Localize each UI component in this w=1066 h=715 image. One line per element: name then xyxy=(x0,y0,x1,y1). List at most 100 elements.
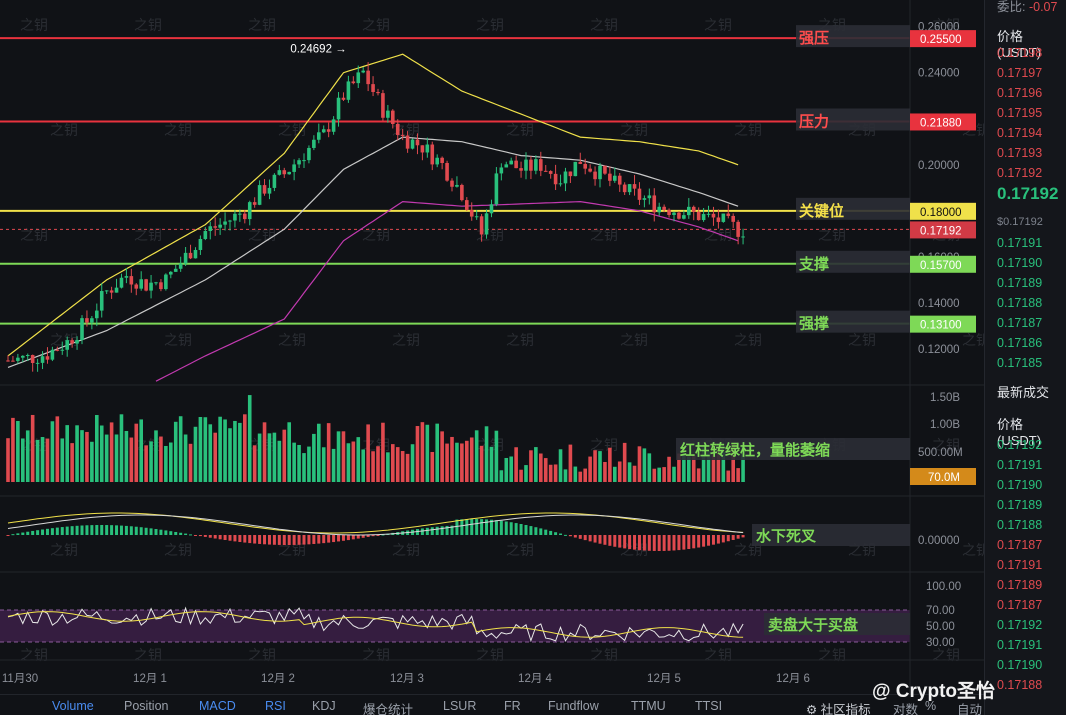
macd-bar xyxy=(559,533,563,535)
volume-bar xyxy=(445,443,449,482)
tab-lsur[interactable]: LSUR xyxy=(443,699,477,713)
level-label: 强撑 xyxy=(799,315,829,333)
ask-price[interactable]: 0.17192 xyxy=(997,166,1043,180)
scale-option[interactable]: 自动 xyxy=(957,703,983,715)
ask-price[interactable]: 0.17193 xyxy=(997,146,1043,160)
candle xyxy=(425,144,430,153)
orderbook-header: 价格(USDT) xyxy=(997,29,1042,60)
ask-price[interactable]: 0.17195 xyxy=(997,106,1043,120)
volume-bar xyxy=(95,415,99,482)
macd-bar xyxy=(554,532,558,535)
macd-bar xyxy=(489,519,493,535)
scale-option[interactable]: 对数 xyxy=(893,703,919,715)
x-axis-label: 12月 4 xyxy=(518,673,552,685)
tab-position[interactable]: Position xyxy=(124,699,169,713)
macd-bar xyxy=(179,532,183,535)
bid-price[interactable]: 0.17188 xyxy=(997,296,1043,310)
candle xyxy=(583,163,587,169)
macd-bar xyxy=(716,535,720,544)
candle xyxy=(657,206,661,213)
candle xyxy=(302,160,306,162)
watermark: 之钥 xyxy=(932,17,960,33)
watermark: 之钥 xyxy=(164,542,192,558)
macd-bar xyxy=(70,526,74,535)
volume-bar xyxy=(381,422,385,482)
ask-price[interactable]: 0.17194 xyxy=(997,126,1043,140)
macd-bar xyxy=(233,535,237,542)
macd-bar xyxy=(11,534,15,536)
volume-bar xyxy=(233,420,237,482)
macd-bar xyxy=(134,526,138,535)
watermark: 之钥 xyxy=(476,647,504,663)
trade-price: 0.17190 xyxy=(997,478,1043,492)
bid-price[interactable]: 0.17187 xyxy=(997,316,1043,330)
level-label: 关键位 xyxy=(799,202,844,220)
candle xyxy=(40,356,45,363)
candle xyxy=(252,202,257,205)
macd-bar xyxy=(637,535,641,551)
bid-price[interactable]: 0.17186 xyxy=(997,336,1043,350)
volume-bar xyxy=(139,419,143,482)
level-price: 0.15700 xyxy=(920,260,962,272)
tab-kdj[interactable]: KDJ xyxy=(312,699,336,713)
macd-bar xyxy=(332,535,336,543)
tab-macd[interactable]: MACD xyxy=(199,699,236,713)
tab-爆仓统计[interactable]: 爆仓统计 xyxy=(363,703,414,715)
tab-fundflow[interactable]: Fundflow xyxy=(548,699,599,713)
trade-price: 0.17191 xyxy=(997,638,1043,652)
tab-volume[interactable]: Volume xyxy=(52,699,94,713)
candle xyxy=(682,215,686,219)
bid-price[interactable]: 0.17189 xyxy=(997,276,1043,290)
watermark: 之钥 xyxy=(392,542,420,558)
trade-price: 0.17187 xyxy=(997,538,1043,552)
candle xyxy=(30,355,35,363)
candle xyxy=(543,170,548,172)
bid-price[interactable]: 0.17190 xyxy=(997,256,1043,270)
ask-price[interactable]: 0.17196 xyxy=(997,86,1043,100)
volume-bar xyxy=(548,464,553,482)
macd-bar xyxy=(485,519,489,535)
candle xyxy=(45,356,50,360)
macd-dif-line xyxy=(7,512,744,534)
scale-option[interactable]: % xyxy=(925,699,937,713)
macd-bar xyxy=(657,535,661,551)
macd-bar xyxy=(721,535,725,543)
macd-bar xyxy=(169,531,173,535)
watermark: 之钥 xyxy=(620,542,648,558)
volume-bar xyxy=(558,449,563,482)
x-axis-label: 12月 1 xyxy=(133,673,167,685)
social-indicators-button[interactable]: ⚙ 社区指标 xyxy=(806,703,871,715)
ask-price[interactable]: 0.17197 xyxy=(997,66,1043,80)
watermark: 之钥 xyxy=(164,332,192,348)
tab-rsi[interactable]: RSI xyxy=(265,699,286,713)
macd-bar xyxy=(95,525,99,535)
candle xyxy=(218,224,222,228)
volume-bar xyxy=(514,447,518,482)
volume-bar xyxy=(317,423,321,482)
ask-price[interactable]: 0.17198 xyxy=(997,46,1043,60)
macd-bar xyxy=(519,523,523,535)
macd-bar xyxy=(223,535,227,541)
candle xyxy=(410,139,415,149)
macd-bar xyxy=(248,535,252,544)
tab-ttmu[interactable]: TTMU xyxy=(631,699,666,713)
candle xyxy=(321,129,326,133)
candle xyxy=(622,184,627,193)
volume-bar xyxy=(70,443,74,482)
bid-price[interactable]: 0.17191 xyxy=(997,236,1043,250)
volume-bar xyxy=(741,446,745,482)
macd-bar xyxy=(647,535,651,551)
candle xyxy=(129,276,134,285)
chart-area[interactable]: 之钥 之钥 之钥 之钥 之钥 之钥 之钥 之钥 之钥 之钥 之钥 之钥 之钥 之钥 之钥 之钥 之钥 之钥 之钥 之钥… xyxy=(0,0,990,715)
tab-fr[interactable]: FR xyxy=(504,699,521,713)
watermark: 之钥 xyxy=(248,17,276,33)
volume-bar xyxy=(598,451,602,482)
tab-ttsi[interactable]: TTSI xyxy=(695,699,723,713)
macd-bar xyxy=(707,535,711,546)
bid-price[interactable]: 0.17185 xyxy=(997,356,1043,370)
candle xyxy=(608,173,612,181)
macd-bar xyxy=(203,535,207,537)
candle xyxy=(331,119,336,132)
macd-bar xyxy=(623,535,627,549)
